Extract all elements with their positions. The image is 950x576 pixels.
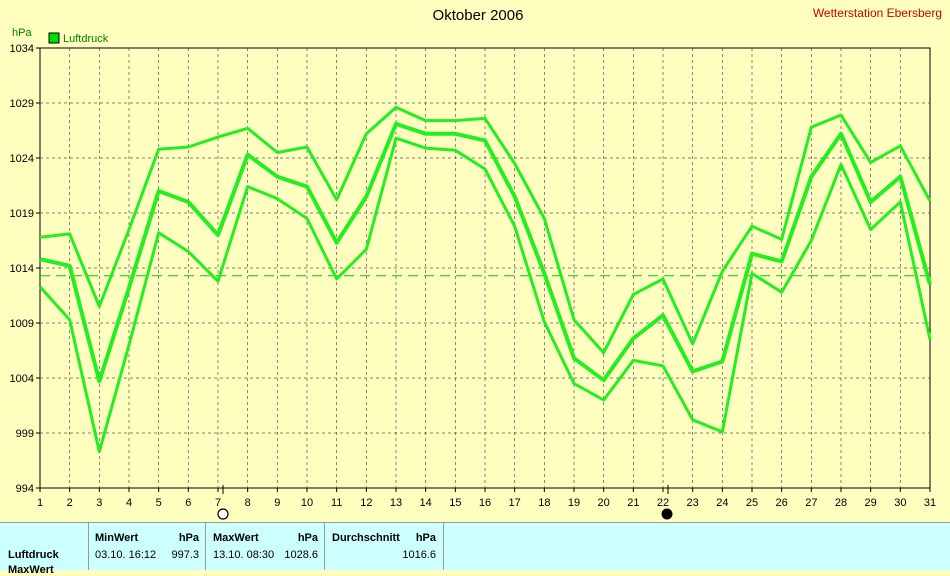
max-cell: MaxWert hPa 13.10. 08:30 1028.6 [205, 523, 324, 570]
y-tick-label: 1004 [10, 373, 34, 385]
x-tick-label: 18 [538, 497, 550, 509]
x-tick-label: 23 [687, 497, 699, 509]
x-tick-label: 31 [924, 497, 936, 509]
x-tick-label: 2 [67, 497, 73, 509]
legend: Luftdruck [48, 32, 109, 45]
y-tick-label: 1009 [10, 318, 34, 330]
x-tick-label: 21 [627, 497, 639, 509]
x-tick-label: 12 [360, 497, 372, 509]
y-tick-label: 1034 [10, 43, 34, 55]
x-axis-ticks: 1 2 3 4 5 6 7 8 9 10 11 12 13 14 15 16 17 18 19 20 21 22 23 24 2… [37, 497, 936, 509]
x-tick-label: 4 [126, 497, 132, 509]
x-tick-label: 9 [274, 497, 280, 509]
x-tick-label: 19 [568, 497, 580, 509]
full-moon-icon [217, 508, 229, 520]
x-tick-label: 16 [479, 497, 491, 509]
x-tick-label: 20 [598, 497, 610, 509]
x-tick-label: 1 [37, 497, 43, 509]
x-tick-label: 17 [509, 497, 521, 509]
stats-row-label-2: MaxWert [8, 564, 54, 576]
series-group [38, 105, 932, 454]
x-tick-label: 6 [185, 497, 191, 509]
statistics-panel: Luftdruck MaxWert MinWert hPa 03.10. 16:… [0, 522, 950, 576]
y-tick-label: 1024 [10, 153, 34, 165]
y-axis-unit: hPa [12, 27, 32, 39]
max-header: MaxWert [213, 532, 259, 544]
grid [36, 47, 931, 492]
min-cell: MinWert hPa 03.10. 16:12 997.3 [88, 523, 205, 570]
moon-markers [217, 485, 673, 520]
x-tick-label: 3 [96, 497, 102, 509]
x-tick-label: 14 [420, 497, 432, 509]
x-tick-label: 15 [449, 497, 461, 509]
x-tick-label: 11 [331, 497, 342, 509]
x-tick-label: 24 [716, 497, 728, 509]
x-tick-label: 29 [865, 497, 877, 509]
stats-row-label: Luftdruck [8, 549, 59, 561]
station-name: Wetterstation Ebersberg [813, 6, 942, 20]
x-tick-label: 10 [301, 497, 313, 509]
max-datetime: 13.10. 08:30 [213, 549, 275, 561]
legend-label: Luftdruck [63, 33, 109, 45]
avg-header: Durchschnitt [332, 532, 400, 544]
min-unit: hPa [178, 532, 199, 544]
pressure-chart: Oktober 2006 Wetterstation Ebersberg hPa… [10, 6, 942, 520]
avg-unit: hPa [415, 532, 436, 544]
chart-title: Oktober 2006 [433, 7, 524, 24]
series-line-max [39, 105, 932, 355]
y-tick-label: 1019 [10, 208, 34, 220]
x-tick-label: 13 [390, 497, 402, 509]
avg-cell: Durchschnitt hPa 1016.6 [324, 523, 444, 570]
x-tick-label: 8 [245, 497, 251, 509]
x-tick-label: 26 [776, 497, 788, 509]
min-header: MinWert [95, 532, 139, 544]
min-datetime: 03.10. 16:12 [95, 549, 157, 561]
y-tick-label: 1014 [10, 263, 34, 275]
y-tick-label: 994 [16, 483, 34, 495]
max-value: 1028.6 [284, 549, 318, 561]
x-tick-label: 7 [215, 497, 221, 509]
series-line-mean [39, 121, 932, 384]
x-tick-label: 28 [835, 497, 847, 509]
x-tick-label: 30 [894, 497, 906, 509]
x-tick-label: 27 [805, 497, 817, 509]
x-tick-label: 22 [657, 497, 669, 509]
x-tick-label: 25 [746, 497, 758, 509]
y-axis-ticks: 994 999 1004 1009 1014 1019 1024 1029 1034 [10, 43, 34, 495]
x-tick-label: 5 [156, 497, 162, 509]
series-line-min [38, 136, 932, 454]
max-unit: hPa [297, 532, 318, 544]
y-tick-label: 999 [16, 428, 34, 440]
min-value: 997.3 [171, 549, 199, 561]
avg-value: 1016.6 [402, 549, 436, 561]
legend-swatch [48, 32, 60, 44]
new-moon-icon [661, 508, 673, 520]
y-tick-label: 1029 [10, 98, 34, 110]
